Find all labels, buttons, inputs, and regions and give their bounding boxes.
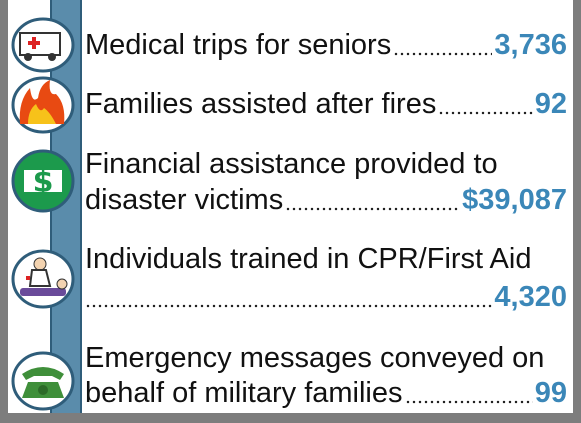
leader-dots [85,304,492,308]
stat-label: Financial assistance provided to [85,146,498,182]
stat-label: Individuals trained in CPR/First Aid [85,241,531,277]
stat-label: Families assisted after fires [85,86,436,122]
svg-text:$: $ [33,165,54,200]
stat-row: 4,320 [85,279,567,315]
panel: $ Medical trips for seniors 3,736 Famili… [8,0,573,413]
stat-row: Medical trips for seniors 3,736 [85,27,567,63]
stat-value: 4,320 [494,279,567,315]
cpr-icon [10,248,76,310]
leader-dots [405,400,533,404]
ambulance-icon [10,17,76,73]
stat-label: Emergency messages conveyed on [85,340,544,376]
stat-label: disaster victims [85,182,283,218]
stat-label: behalf of military families [85,375,403,411]
fire-icon [10,76,76,134]
stat-value: 92 [535,86,567,122]
stat-label: Medical trips for seniors [85,27,391,63]
leader-dots [438,111,532,115]
frame: $ Medical trips for seniors 3,736 Famili… [0,0,581,423]
dollar-icon: $ [10,148,76,214]
leader-dots [393,52,492,56]
stat-row: disaster victims $39,087 [85,182,567,218]
telephone-icon [10,350,76,412]
stat-value: $39,087 [462,182,567,218]
stat-row: Families assisted after fires 92 [85,86,567,122]
stat-value: 99 [535,375,567,411]
stat-row: behalf of military families 99 [85,375,567,411]
leader-dots [285,207,460,211]
stat-value: 3,736 [494,27,567,63]
